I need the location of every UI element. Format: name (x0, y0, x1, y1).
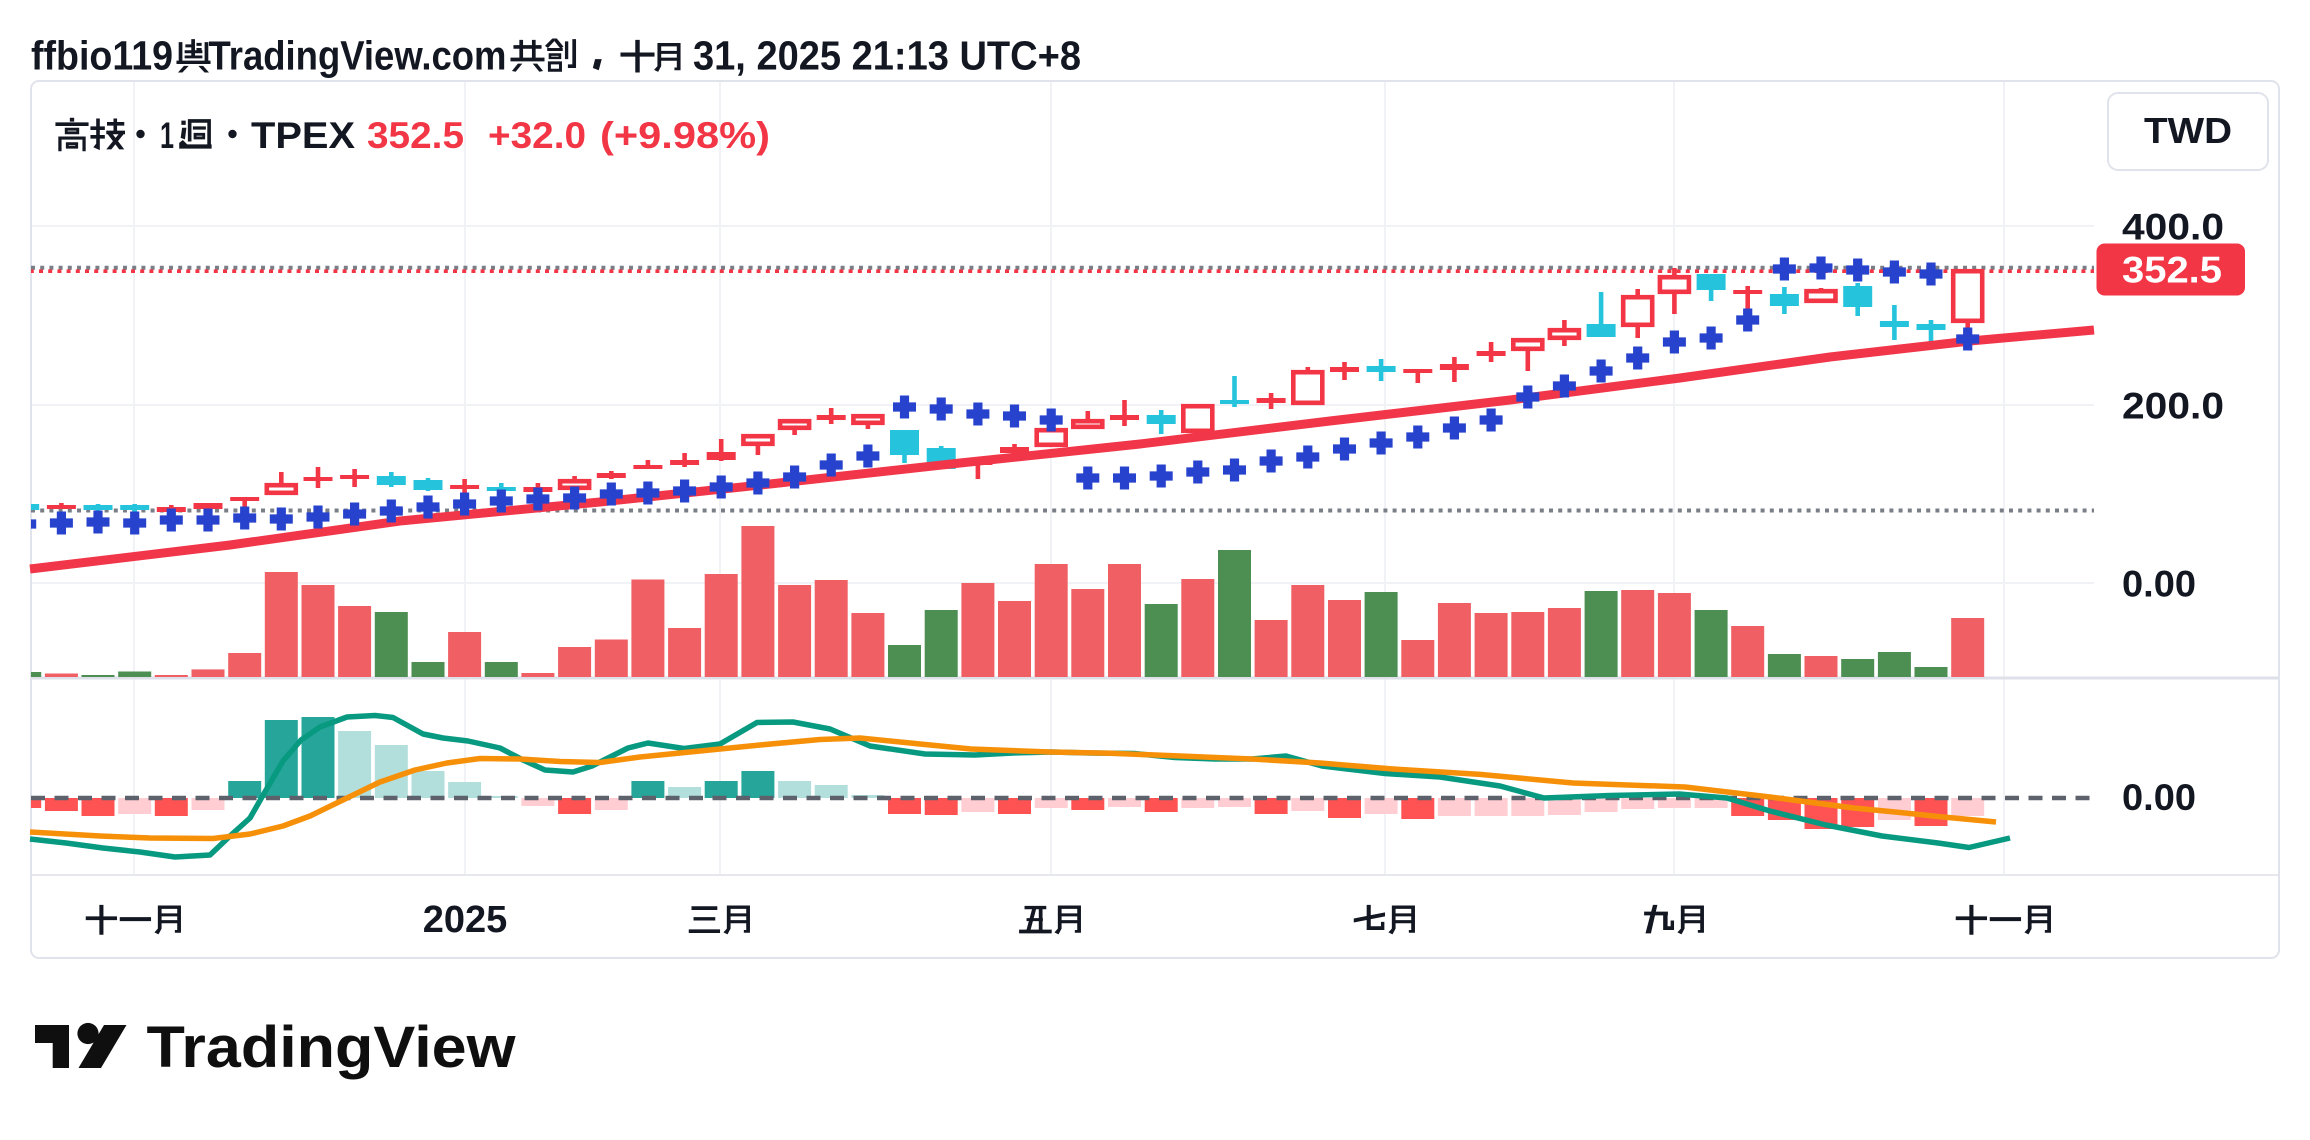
svg-text:0.00: 0.00 (2122, 777, 2196, 818)
svg-text:200.0: 200.0 (2122, 386, 2224, 427)
svg-text:0.00: 0.00 (2122, 564, 2196, 605)
svg-text:(+9.98%): (+9.98%) (600, 115, 770, 156)
svg-text:31, 2025 21:13 UTC+8: 31, 2025 21:13 UTC+8 (693, 33, 1081, 79)
svg-text:1: 1 (160, 115, 174, 156)
svg-text:400.0: 400.0 (2122, 207, 2224, 248)
svg-text:TWD: TWD (2144, 110, 2232, 151)
svg-text:TradingView: TradingView (147, 1015, 517, 1080)
svg-text:ffbio119: ffbio119 (31, 33, 173, 79)
svg-text:TradingView.com: TradingView.com (209, 33, 507, 79)
svg-text:352.5: 352.5 (367, 115, 464, 156)
svg-text:2025: 2025 (423, 899, 508, 941)
svg-text:352.5: 352.5 (2122, 250, 2222, 291)
svg-text:TPEX: TPEX (251, 115, 355, 156)
svg-text:+32.0: +32.0 (488, 115, 586, 156)
